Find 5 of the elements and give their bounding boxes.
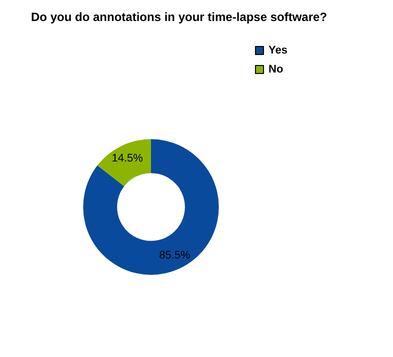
- data-label: 85.5%: [159, 249, 191, 262]
- legend-label: No: [268, 64, 284, 76]
- legend-label: Yes: [268, 44, 288, 56]
- chart-title: Do you do annotations in your time-lapse software?: [31, 10, 328, 24]
- data-label: 14.5%: [112, 152, 144, 165]
